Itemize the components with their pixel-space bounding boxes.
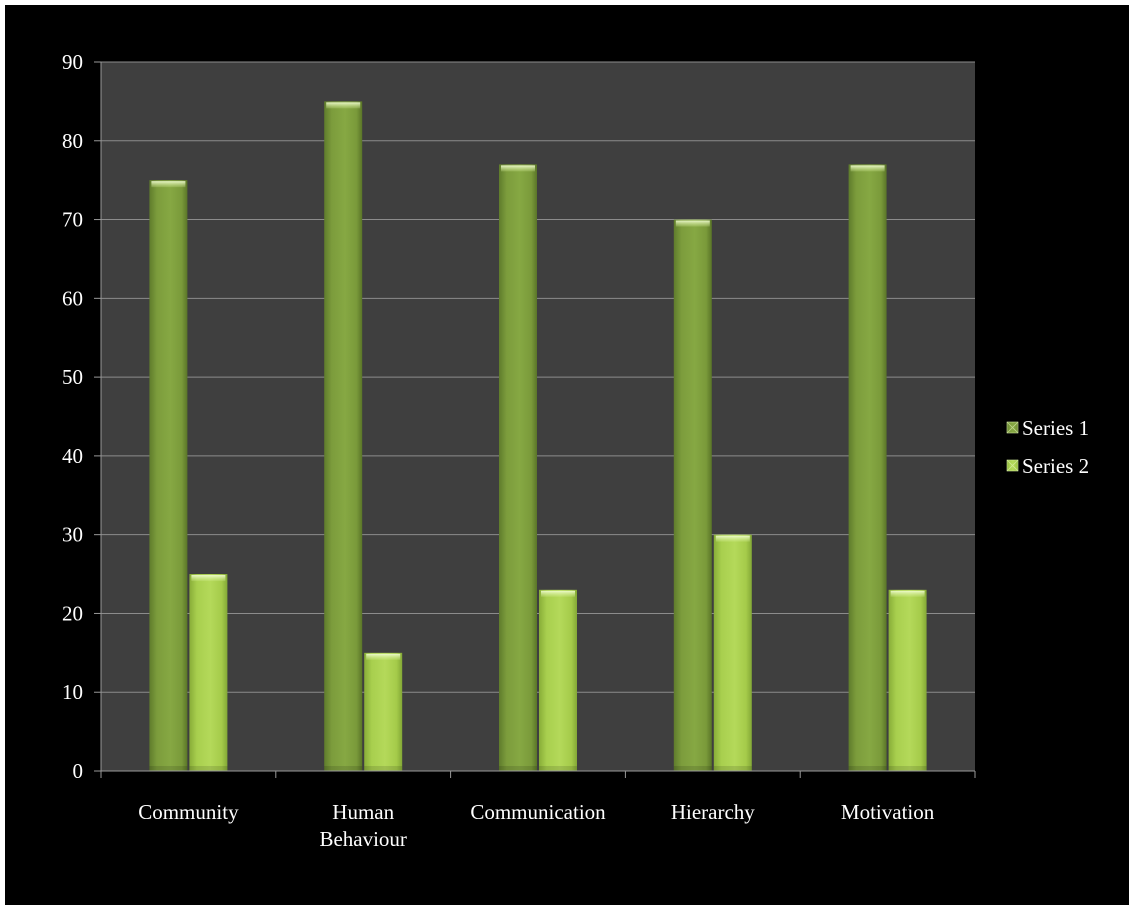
- bar: [189, 574, 228, 771]
- bar-base-shade: [324, 766, 363, 771]
- bar-series-2: [888, 589, 927, 771]
- legend-item: Series 1: [1006, 416, 1089, 440]
- bar-base-shade: [189, 766, 228, 771]
- x-category-label: Hierarchy: [671, 800, 755, 824]
- bar-series-1: [149, 180, 188, 771]
- y-tick-label: 50: [62, 365, 83, 389]
- bar-base-shade: [888, 766, 927, 771]
- bar-highlight: [541, 590, 575, 597]
- bar-highlight: [366, 653, 401, 660]
- bar: [364, 652, 403, 771]
- legend-item: Series 2: [1006, 454, 1089, 478]
- legend-swatch-bevel: [1006, 421, 1019, 434]
- bar-series-2: [189, 574, 228, 771]
- bar: [539, 589, 577, 771]
- y-tick-label: 80: [62, 129, 83, 153]
- x-category-label: Human: [332, 800, 394, 824]
- x-category-label: Communication: [470, 800, 606, 824]
- bar-base-shade: [149, 766, 188, 771]
- bar-series-1: [848, 164, 887, 771]
- bar-highlight: [151, 181, 186, 188]
- bar: [149, 180, 188, 771]
- y-axis-tick-labels: 0 10 20 30 40 50 60 70 80 90: [62, 50, 83, 783]
- y-tick-label: 40: [62, 444, 83, 468]
- bar-base-shade: [539, 766, 577, 771]
- chart-frame: 0 10 20 30 40 50 60 70 80 90 Community Human Behavi…: [5, 5, 1129, 905]
- gridlines: [101, 61, 975, 693]
- bar-highlight: [675, 220, 710, 227]
- bar-base-shade: [499, 766, 537, 771]
- legend-label: Series 1: [1022, 416, 1089, 440]
- y-tick-label: 90: [62, 50, 83, 74]
- bar-highlight: [850, 165, 885, 172]
- legend-label: Series 2: [1022, 454, 1089, 478]
- bar-highlight: [890, 590, 925, 597]
- bar: [888, 589, 927, 771]
- bar-base-shade: [848, 766, 887, 771]
- bar: [713, 534, 752, 771]
- legend: Series 1 Series 2: [1006, 416, 1089, 478]
- y-tick-label: 60: [62, 286, 83, 310]
- bar-base-shade: [713, 766, 752, 771]
- bar-base-shade: [364, 766, 403, 771]
- y-tick-label: 70: [62, 208, 83, 232]
- bar: [324, 101, 363, 771]
- x-axis-category-labels: Community Human Behaviour Communication Hier…: [138, 800, 935, 851]
- y-tick-label: 10: [62, 680, 83, 704]
- y-tick-label: 20: [62, 601, 83, 625]
- plot-area: [101, 62, 975, 771]
- bar-series-2: [364, 652, 403, 771]
- bar-series-1: [673, 219, 712, 772]
- bar-series-1: [499, 164, 537, 771]
- x-category-label: Behaviour: [319, 827, 406, 851]
- bars: [149, 101, 927, 772]
- x-category-label: Community: [138, 800, 239, 824]
- bar-highlight: [501, 165, 535, 172]
- bar-series-2: [539, 589, 577, 771]
- y-tick-label: 30: [62, 523, 83, 547]
- bar-series-1: [324, 101, 363, 771]
- bar-highlight: [191, 575, 226, 582]
- bar-highlight: [326, 102, 361, 109]
- bar: [673, 219, 712, 772]
- x-category-label: Motivation: [841, 800, 935, 824]
- bar-series-2: [713, 534, 752, 771]
- bar-chart: 0 10 20 30 40 50 60 70 80 90 Community Human Behavi…: [62, 50, 1089, 851]
- bar: [848, 164, 887, 771]
- bar-base-shade: [673, 766, 712, 771]
- legend-swatch-bevel: [1006, 459, 1019, 472]
- axes: [94, 61, 976, 778]
- bar-highlight: [715, 535, 750, 542]
- y-tick-label: 0: [73, 759, 84, 783]
- bar: [499, 164, 537, 771]
